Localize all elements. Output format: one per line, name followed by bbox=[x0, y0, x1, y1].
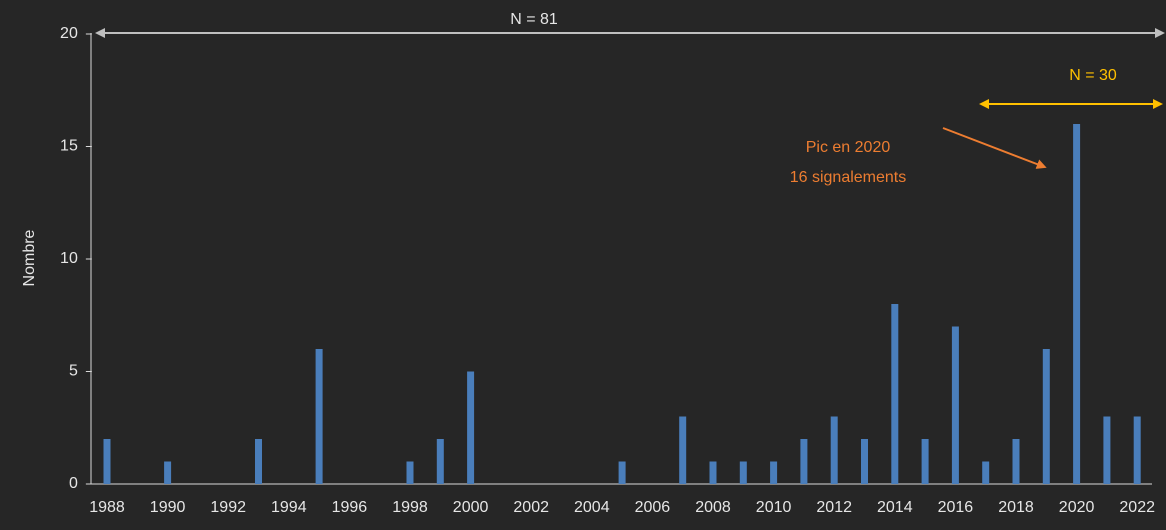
bar bbox=[800, 439, 808, 484]
bar bbox=[1073, 124, 1081, 484]
annotation: N = 30 bbox=[1069, 67, 1117, 84]
y-tick-label: 20 bbox=[60, 25, 78, 42]
bar bbox=[255, 439, 262, 484]
x-tick-label: 2010 bbox=[756, 499, 792, 516]
bar bbox=[982, 461, 990, 484]
x-tick-label: 2002 bbox=[513, 499, 549, 516]
x-tick-label: 1992 bbox=[210, 499, 246, 516]
x-tick-label: 1998 bbox=[392, 499, 428, 516]
x-tick-label: 1990 bbox=[150, 499, 186, 516]
bar bbox=[1103, 416, 1111, 484]
x-tick-label: 2012 bbox=[816, 499, 852, 516]
y-tick-label: 0 bbox=[69, 475, 78, 492]
bar bbox=[164, 461, 172, 484]
bar bbox=[315, 349, 323, 484]
bar bbox=[406, 461, 414, 484]
y-tick-label: 10 bbox=[60, 250, 78, 267]
bar bbox=[861, 439, 868, 484]
annotation: Pic en 2020 bbox=[806, 139, 891, 156]
x-tick-label: 2008 bbox=[695, 499, 731, 516]
x-tick-label: 1994 bbox=[271, 499, 307, 516]
bar bbox=[709, 461, 717, 484]
x-tick-label: 2000 bbox=[453, 499, 489, 516]
bar bbox=[951, 326, 959, 484]
bar bbox=[103, 439, 111, 484]
x-tick-label: 2018 bbox=[998, 499, 1034, 516]
annotation: N = 81 bbox=[510, 11, 558, 28]
bar bbox=[436, 439, 444, 484]
x-tick-label: 2004 bbox=[574, 499, 610, 516]
annotation: 16 signalements bbox=[790, 169, 907, 186]
x-tick-label: 2006 bbox=[635, 499, 671, 516]
x-tick-label: 2020 bbox=[1059, 499, 1095, 516]
y-axis-label: Nombre bbox=[21, 229, 38, 286]
bar bbox=[618, 461, 626, 484]
callout-arrow bbox=[942, 127, 1047, 169]
x-tick-label: 1988 bbox=[89, 499, 125, 516]
bar bbox=[467, 371, 475, 484]
x-tick-label: 1996 bbox=[332, 499, 368, 516]
bar bbox=[1133, 416, 1141, 484]
bar bbox=[1012, 439, 1020, 484]
bar bbox=[770, 461, 778, 484]
x-tick-label: 2022 bbox=[1119, 499, 1155, 516]
bar bbox=[891, 304, 899, 484]
bar bbox=[1042, 349, 1050, 484]
y-tick-label: 15 bbox=[60, 138, 78, 155]
y-tick-label: 5 bbox=[69, 363, 78, 380]
bar bbox=[679, 416, 687, 484]
bar bbox=[739, 461, 747, 484]
x-tick-label: 2014 bbox=[877, 499, 913, 516]
bar bbox=[830, 416, 838, 484]
bar bbox=[921, 439, 929, 484]
x-tick-label: 2016 bbox=[938, 499, 974, 516]
